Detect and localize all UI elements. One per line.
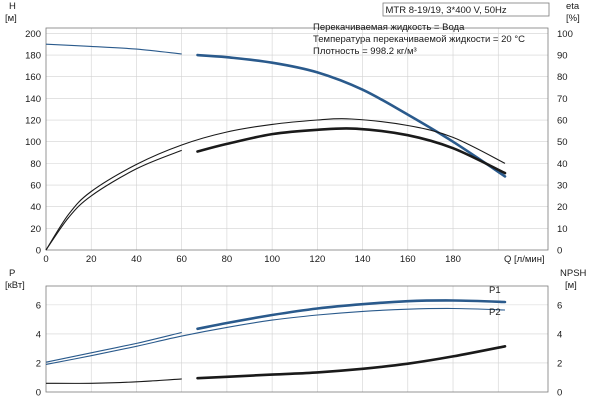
bottom-plot-frame bbox=[45, 285, 549, 393]
top-right-tick-label: 60 bbox=[557, 116, 568, 127]
x-tick-label: 0 bbox=[43, 254, 48, 265]
top-plot-frame bbox=[45, 27, 549, 251]
top-left-axis-label-line2: [м] bbox=[5, 13, 17, 24]
bottom-left-tick-label: 2 bbox=[36, 358, 41, 369]
top-series-0-thin-line bbox=[45, 43, 182, 55]
top-right-tick-label: 30 bbox=[557, 181, 568, 192]
x-tick-label: 40 bbox=[131, 254, 142, 265]
bottom-series-0-thin-line bbox=[45, 331, 182, 363]
bottom-series bbox=[45, 299, 507, 384]
top-left-tick-label: 60 bbox=[30, 181, 41, 192]
top-left-tick-label: 20 bbox=[30, 224, 41, 235]
bottom-right-axis-label-line1: NPSH bbox=[560, 268, 587, 279]
top-left-tick-labels: 0 20 40 60 80 100 120 140 160 180 200 bbox=[25, 29, 41, 257]
bottom-right-tick-label: 4 bbox=[557, 329, 562, 340]
top-right-tick-label: 10 bbox=[557, 224, 568, 235]
bottom-grid bbox=[46, 286, 548, 392]
top-left-tick-label: 100 bbox=[25, 137, 41, 148]
top-left-tick-label: 0 bbox=[36, 246, 41, 257]
x-tick-label: 180 bbox=[445, 254, 461, 265]
series-label-p2: P2 bbox=[489, 307, 501, 318]
bottom-left-tick-labels: 0 2 4 6 bbox=[36, 300, 41, 398]
top-left-tick-label: 160 bbox=[25, 72, 41, 83]
model-title-box bbox=[382, 2, 550, 17]
top-left-tick-label: 180 bbox=[25, 51, 41, 62]
top-right-tick-label: 80 bbox=[557, 72, 568, 83]
x-tick-label: 80 bbox=[222, 254, 233, 265]
bottom-left-axis-label-line2: [кВт] bbox=[5, 280, 25, 291]
top-right-tick-label: 40 bbox=[557, 159, 568, 170]
info-line-density: Плотность = 998.2 кг/м³ bbox=[313, 46, 417, 57]
top-x-tick-labels: 0 20 40 60 80 100 120 140 160 180 bbox=[43, 254, 461, 265]
info-line-liquid: Перекачиваемая жидкость = Вода bbox=[313, 22, 465, 33]
top-right-axis-label-line1: eta bbox=[566, 1, 580, 12]
top-series-1-thin-line bbox=[45, 149, 182, 251]
top-series-1-bold-line bbox=[196, 127, 507, 175]
bottom-left-tick-label: 0 bbox=[36, 388, 41, 399]
top-left-tick-label: 40 bbox=[30, 202, 41, 213]
top-right-tick-label: 50 bbox=[557, 137, 568, 148]
x-tick-label: 100 bbox=[264, 254, 280, 265]
top-left-tick-label: 140 bbox=[25, 94, 41, 105]
bottom-left-tick-label: 6 bbox=[36, 300, 41, 311]
model-title: MTR 8-19/19, 3*400 V, 50Hz bbox=[386, 5, 507, 16]
series-label-p1: P1 bbox=[489, 285, 501, 296]
bottom-series-2-thin-line bbox=[45, 378, 182, 384]
x-tick-label: 20 bbox=[86, 254, 97, 265]
top-series-2-thin-line bbox=[45, 118, 506, 251]
top-left-tick-label: 80 bbox=[30, 159, 41, 170]
bottom-left-tick-label: 4 bbox=[36, 329, 41, 340]
bottom-right-axis-label-line2: [м] bbox=[565, 280, 577, 291]
top-right-tick-label: 0 bbox=[557, 246, 562, 257]
x-tick-label: 60 bbox=[176, 254, 187, 265]
bottom-right-tick-label: 2 bbox=[557, 358, 562, 369]
power-npsh-panel: P [кВт] NPSH [м] 0 2 4 6 0 2 4 6 P1 P2 bbox=[5, 268, 587, 399]
top-left-tick-label: 120 bbox=[25, 116, 41, 127]
x-tick-label: 140 bbox=[355, 254, 371, 265]
x-tick-label: 120 bbox=[309, 254, 325, 265]
top-right-axis-label-line2: [%] bbox=[566, 13, 580, 24]
top-left-tick-label: 200 bbox=[25, 29, 41, 40]
top-series bbox=[45, 43, 507, 251]
bottom-right-tick-labels: 0 2 4 6 bbox=[557, 300, 562, 398]
top-right-tick-label: 100 bbox=[557, 29, 573, 40]
bottom-series-1-thin-line bbox=[45, 307, 506, 365]
bottom-right-tick-label: 6 bbox=[557, 300, 562, 311]
top-left-axis-label-line1: H bbox=[9, 1, 16, 12]
top-right-tick-labels: 0 10 20 30 40 50 60 70 80 90 100 bbox=[557, 29, 573, 257]
info-line-temperature: Температура перекачиваемой жидкости = 20… bbox=[313, 34, 525, 45]
x-axis-label: Q [л/мин] bbox=[504, 254, 545, 265]
x-tick-label: 160 bbox=[400, 254, 416, 265]
bottom-series-0-bold-line bbox=[196, 299, 507, 331]
top-series-0-bold-line bbox=[196, 53, 507, 178]
bottom-series-2-bold-line bbox=[196, 345, 507, 380]
top-right-tick-label: 70 bbox=[557, 94, 568, 105]
bottom-right-tick-label: 0 bbox=[557, 388, 562, 399]
top-grid bbox=[46, 28, 548, 250]
top-right-tick-label: 90 bbox=[557, 51, 568, 62]
top-right-tick-label: 20 bbox=[557, 202, 568, 213]
bottom-left-axis-label-line1: P bbox=[9, 268, 15, 279]
head-efficiency-panel: H [м] eta [%] MTR 8-19/19, 3*400 V, 50Hz… bbox=[5, 1, 580, 265]
